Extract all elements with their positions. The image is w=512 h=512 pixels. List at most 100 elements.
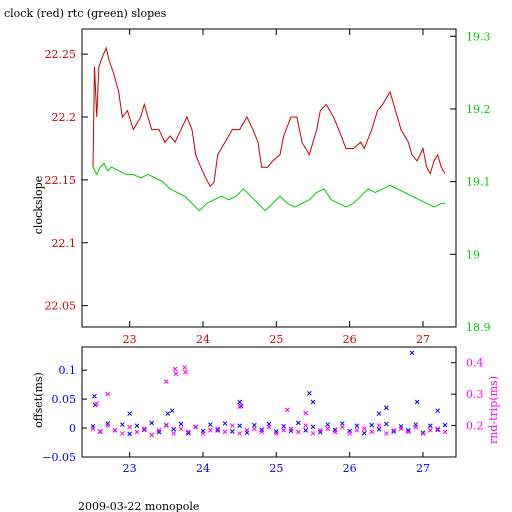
offset-point (376, 426, 382, 432)
offset-point (303, 428, 309, 433)
rnd-trip-point (182, 365, 188, 370)
rnd-trip-point (94, 401, 100, 406)
rnd-trip-point (420, 431, 426, 436)
rnd-trip-point (156, 427, 162, 433)
offset-point (361, 430, 367, 436)
offset-panel: 23 24 25 26 27 0.1 0.05 0 −0.05 0.4 0.3 0.2 offset(… (32, 346, 500, 475)
rnd-trip-point (413, 424, 419, 430)
rnd-trip-point (127, 424, 133, 430)
rnd-trip-point (284, 407, 290, 413)
rtc-slope-line (92, 162, 445, 212)
rnd-trip-point (325, 426, 331, 432)
rnd-trip-point (398, 426, 404, 432)
offset-point (354, 423, 360, 429)
footer-caption: 2009-03-22 monopole (78, 500, 199, 512)
rnd-trip-point (383, 431, 389, 436)
rnd-trip-point (442, 429, 448, 435)
rnd-trip-point (281, 427, 287, 433)
rnd-trip-point (105, 391, 111, 397)
offset-point (405, 428, 411, 433)
rnd-trip-point (222, 429, 228, 435)
slope-x-tick-label: 24 (196, 333, 210, 346)
offset-point (442, 422, 448, 428)
rnd-trip-y-axis-label: rnd-trip(ms) (487, 376, 500, 444)
rnd-trip-point (435, 426, 441, 432)
offset-point (156, 429, 162, 435)
rnd-trip-point (119, 431, 125, 436)
rnd-trip-point (193, 424, 199, 430)
rnd-trip-point (215, 426, 221, 432)
rnd-trip-point (332, 429, 338, 435)
rnd-trip-point (112, 427, 118, 433)
offset-point (127, 431, 133, 437)
offset-point (295, 420, 301, 426)
clock-slope-line (92, 46, 446, 188)
offset-y-axis-label: offset(ms) (32, 372, 45, 428)
slope-panel: 23 24 25 26 27 22.25 22.2 22.15 22.1 22.05 19.3 19.… (32, 28, 491, 346)
slope-axes-layer: 23 24 25 26 27 22.25 22.2 22.15 22.1 22.05 19.3 19.… (45, 29, 491, 346)
offset-point (391, 429, 397, 434)
rnd-trip-point (207, 427, 213, 433)
offset-point (119, 422, 125, 427)
rnd-trip-right-tick-label: 0.3 (466, 388, 484, 401)
rnd-trip-point (391, 427, 397, 433)
slope-x-tick-label: 25 (269, 333, 283, 346)
rnd-trip-point (354, 427, 360, 433)
offset-point (339, 421, 345, 426)
rnd-trip-point (273, 431, 279, 436)
rnd-trip-point (178, 426, 184, 432)
offset-point (185, 430, 191, 436)
rnd-trip-point (141, 426, 147, 432)
offset-point (409, 350, 415, 356)
offset-point (251, 422, 257, 428)
offset-point (383, 405, 389, 411)
offset-left-tick-label: 0 (69, 422, 76, 435)
rnd-trip-point (237, 431, 243, 436)
offset-point (376, 411, 382, 416)
rnd-trip-point (183, 369, 188, 375)
offset-point (207, 422, 213, 427)
offset-left-tick-label: 0.1 (59, 364, 77, 377)
rnd-trip-point (266, 424, 272, 430)
chart-title: clock (red) rtc (green) slopes (4, 7, 167, 20)
rnd-trip-point (229, 423, 235, 428)
rnd-trip-point (369, 429, 375, 435)
rnd-trip-point (90, 426, 96, 432)
rnd-trip-point (97, 429, 103, 435)
rnd-trip-point (427, 427, 433, 433)
offset-point (427, 423, 433, 429)
rnd-trip-right-tick-label: 0.2 (466, 420, 484, 433)
slope-right-tick-label: 19.1 (466, 176, 491, 189)
rnd-trip-point (134, 429, 140, 435)
slope-series-layer (92, 46, 446, 212)
offset-point (229, 429, 235, 434)
rnd-trip-point (288, 426, 294, 432)
slope-right-tick-label: 19.2 (466, 103, 491, 116)
rnd-trip-point (251, 426, 257, 432)
offset-point (215, 428, 221, 433)
offset-point (435, 427, 441, 433)
rnd-trip-point (185, 429, 191, 435)
offset-point (414, 399, 420, 405)
offset-x-tick-label: 23 (123, 462, 137, 475)
offset-point (149, 420, 155, 426)
rnd-trip-point (172, 366, 178, 372)
rnd-trip-point (149, 432, 155, 438)
offset-point (171, 426, 177, 432)
slope-left-tick-label: 22.2 (52, 111, 77, 124)
offset-left-tick-label: 0.05 (52, 393, 77, 406)
slope-x-tick-label: 26 (343, 333, 357, 346)
offset-point (222, 421, 228, 426)
offset-x-tick-label: 27 (416, 462, 430, 475)
rnd-trip-point (310, 431, 316, 436)
offset-point (310, 399, 316, 405)
rnd-trip-point (163, 379, 169, 384)
offset-point (281, 423, 287, 429)
offset-x-tick-label: 26 (343, 462, 357, 475)
offset-point (127, 411, 133, 416)
offset-point (435, 408, 441, 414)
slope-x-tick-label: 23 (123, 333, 137, 346)
rnd-trip-point (303, 410, 309, 416)
offset-point (178, 421, 184, 427)
